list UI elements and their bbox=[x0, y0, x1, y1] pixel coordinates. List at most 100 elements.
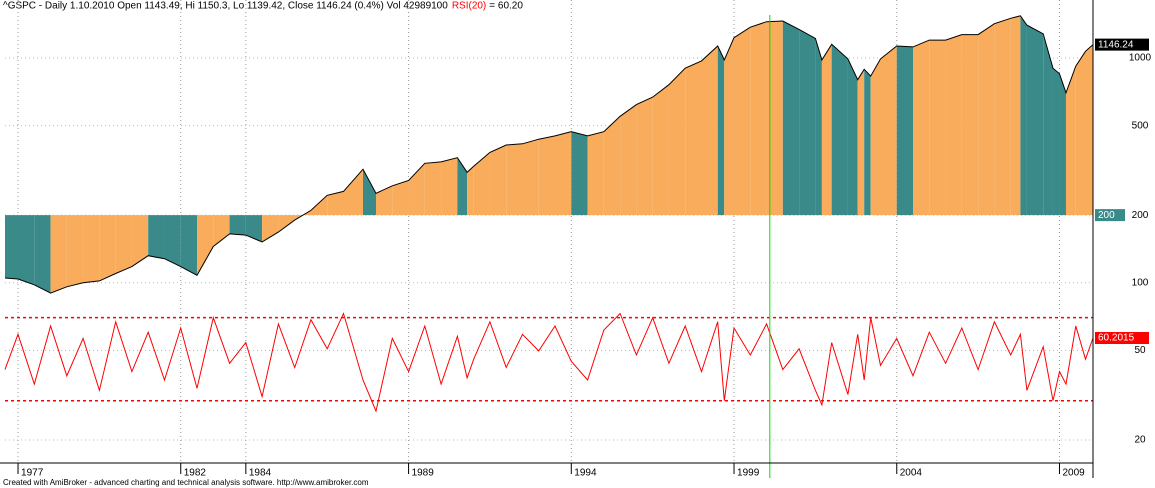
price-area bbox=[34, 215, 51, 294]
price-area bbox=[197, 215, 214, 276]
last-value-box bbox=[1095, 332, 1149, 345]
x-tick-label: 2004 bbox=[900, 468, 923, 479]
price-area bbox=[489, 145, 507, 216]
price-area bbox=[262, 215, 279, 242]
price-area bbox=[782, 20, 800, 216]
price-area bbox=[831, 44, 848, 216]
price-area bbox=[555, 131, 572, 216]
price-area bbox=[327, 191, 344, 216]
price-area bbox=[376, 185, 393, 216]
y-tick-label: 100 bbox=[1132, 277, 1149, 288]
price-area bbox=[896, 46, 914, 216]
price-area bbox=[1020, 15, 1027, 216]
price-area bbox=[961, 34, 979, 216]
last-value-label: 1146.24 bbox=[1098, 39, 1134, 50]
price-area bbox=[685, 60, 702, 216]
price-area bbox=[441, 157, 458, 216]
series-line bbox=[4, 15, 1094, 294]
price-area bbox=[766, 20, 783, 216]
footer: Created with AmiBroker - advanced charti… bbox=[3, 478, 369, 487]
price-area bbox=[603, 116, 621, 216]
y-tick-label: 200 bbox=[1132, 210, 1149, 221]
price-area bbox=[18, 215, 35, 285]
y-tick-label: 1000 bbox=[1129, 53, 1152, 64]
price-area bbox=[538, 135, 556, 216]
price-area bbox=[180, 215, 198, 276]
price-area bbox=[1059, 73, 1066, 216]
price-area bbox=[799, 29, 816, 216]
price-area bbox=[636, 97, 653, 216]
base-label: 200 bbox=[1098, 210, 1115, 221]
price-area bbox=[701, 46, 718, 216]
x-tick-label: 1984 bbox=[249, 468, 272, 479]
indicator-name: RSI(20) bbox=[452, 1, 486, 12]
price-area bbox=[571, 131, 588, 216]
x-tick-label: 1977 bbox=[21, 468, 44, 479]
y-tick-label: 20 bbox=[1134, 435, 1146, 446]
indicator-text: = 60.20 bbox=[489, 1, 523, 12]
price-area bbox=[424, 161, 442, 216]
price-area bbox=[734, 27, 751, 216]
price-area bbox=[668, 68, 686, 216]
price-area bbox=[652, 84, 669, 216]
price-area bbox=[717, 46, 725, 216]
last-value-box bbox=[1095, 38, 1149, 51]
price-area bbox=[1085, 44, 1093, 216]
price-area bbox=[83, 215, 100, 283]
price-area bbox=[994, 18, 1011, 216]
price-area bbox=[310, 195, 328, 216]
price-area bbox=[343, 169, 364, 216]
price-area bbox=[294, 210, 311, 221]
price-area bbox=[99, 215, 116, 281]
x-tick-label: 2009 bbox=[1062, 468, 1085, 479]
x-tick-label: 1989 bbox=[412, 468, 435, 479]
price-area bbox=[278, 215, 295, 233]
price-area bbox=[880, 46, 897, 216]
price-area bbox=[473, 152, 490, 216]
price-area bbox=[857, 69, 865, 216]
price-area bbox=[864, 69, 871, 216]
price-area bbox=[229, 215, 246, 236]
y-tick-label: 500 bbox=[1132, 120, 1149, 131]
price-area bbox=[392, 180, 409, 216]
base-box bbox=[1095, 209, 1125, 222]
price-area bbox=[978, 23, 995, 216]
price-area bbox=[5, 215, 19, 279]
x-tick-label: 1999 bbox=[737, 468, 760, 479]
price-area bbox=[66, 215, 84, 287]
chart-title: ^GSPC - Daily 1.10.2010 Open 1143.49, Hi… bbox=[3, 1, 448, 12]
price-area bbox=[620, 104, 637, 216]
price-area bbox=[587, 131, 604, 216]
price-area bbox=[50, 215, 67, 294]
price-area bbox=[750, 21, 767, 216]
plot bbox=[4, 0, 1094, 478]
price-area bbox=[1075, 51, 1086, 216]
price-area bbox=[724, 37, 735, 216]
series-line bbox=[4, 312, 1094, 413]
price-area bbox=[148, 215, 165, 259]
x-tick-label: 1994 bbox=[574, 468, 597, 479]
y-tick-label: 50 bbox=[1134, 345, 1146, 356]
price-area bbox=[870, 58, 881, 216]
price-area bbox=[164, 215, 181, 267]
last-value-label: 60.2015 bbox=[1098, 333, 1135, 344]
price-area bbox=[457, 157, 468, 216]
price-area bbox=[1026, 25, 1044, 216]
price-area bbox=[1052, 68, 1060, 216]
price-area bbox=[363, 169, 377, 216]
price-area bbox=[115, 215, 132, 274]
price-area bbox=[522, 139, 539, 216]
price-area bbox=[213, 215, 230, 247]
price-area bbox=[1043, 33, 1053, 216]
price-area bbox=[467, 166, 474, 216]
price-area bbox=[506, 143, 523, 216]
price-area bbox=[821, 44, 832, 216]
price-area bbox=[913, 40, 930, 216]
price-area bbox=[1010, 15, 1021, 216]
price-area bbox=[847, 58, 858, 216]
price-area bbox=[945, 34, 962, 216]
price-area bbox=[815, 38, 822, 216]
price-area bbox=[131, 215, 149, 267]
price-area bbox=[1065, 66, 1076, 216]
